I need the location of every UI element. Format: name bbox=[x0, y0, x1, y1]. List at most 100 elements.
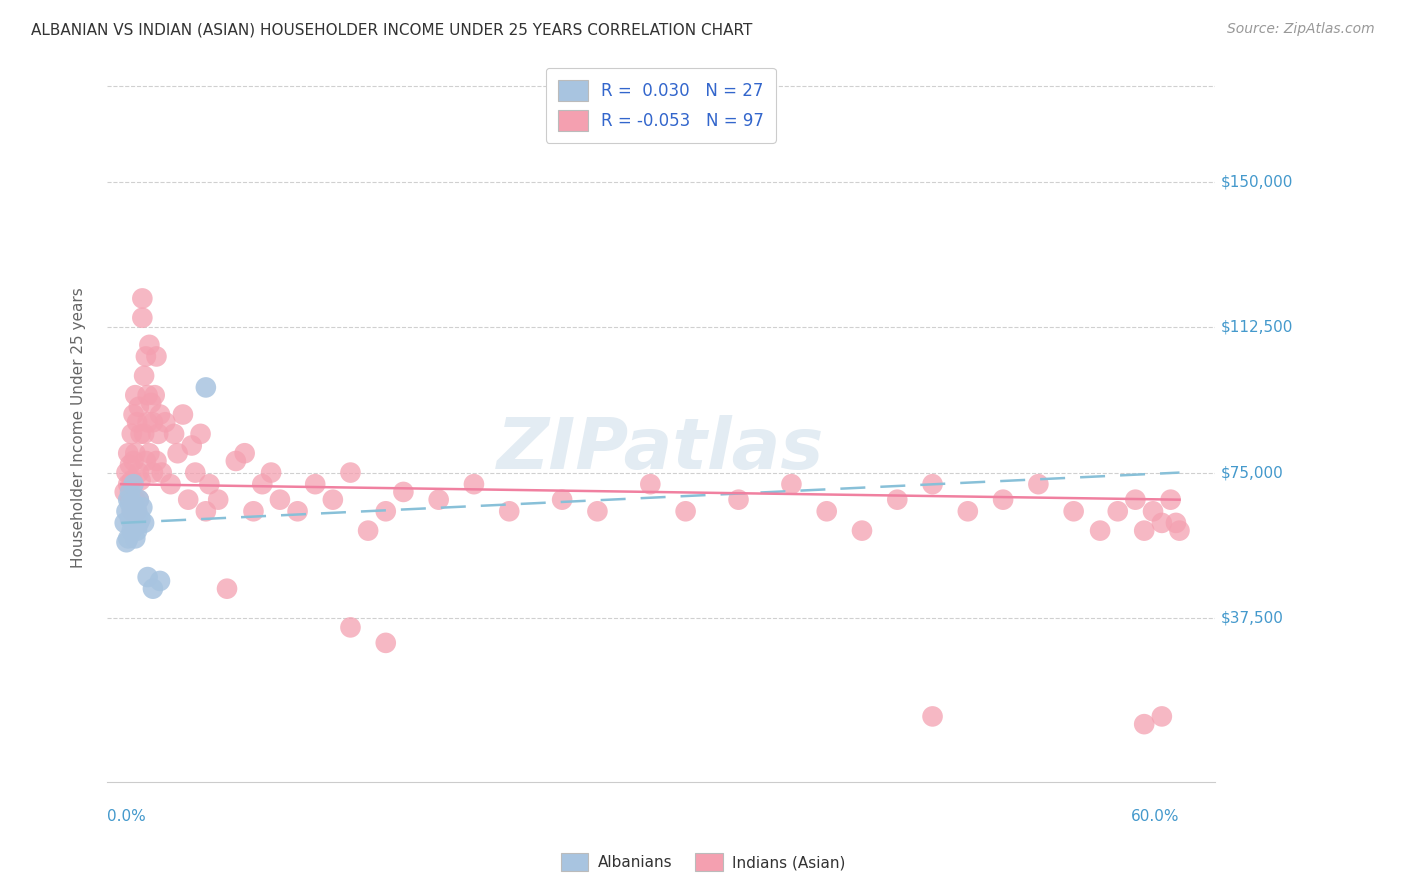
Point bbox=[149, 408, 172, 422]
Point bbox=[131, 500, 153, 515]
Point bbox=[640, 477, 662, 491]
Point bbox=[124, 500, 146, 515]
Point bbox=[1142, 504, 1164, 518]
Point bbox=[122, 497, 145, 511]
Point bbox=[287, 504, 309, 518]
Point bbox=[118, 458, 141, 472]
Point bbox=[145, 350, 167, 364]
Point bbox=[150, 466, 173, 480]
Point bbox=[145, 454, 167, 468]
Point bbox=[121, 426, 143, 441]
Text: 0.0%: 0.0% bbox=[107, 809, 146, 824]
Point bbox=[956, 504, 979, 518]
Point bbox=[136, 415, 159, 429]
Point bbox=[117, 492, 139, 507]
Point bbox=[190, 426, 212, 441]
Text: $112,500: $112,500 bbox=[1220, 320, 1292, 334]
Point bbox=[118, 484, 141, 499]
Point bbox=[141, 396, 163, 410]
Point bbox=[304, 477, 326, 491]
Point bbox=[143, 388, 166, 402]
Point bbox=[142, 582, 165, 596]
Point bbox=[463, 477, 485, 491]
Point bbox=[124, 446, 146, 460]
Point bbox=[124, 532, 146, 546]
Point bbox=[124, 388, 146, 402]
Text: $150,000: $150,000 bbox=[1220, 175, 1292, 190]
Point bbox=[163, 426, 186, 441]
Point bbox=[215, 582, 238, 596]
Point bbox=[233, 446, 256, 460]
Point bbox=[207, 492, 229, 507]
Point bbox=[1028, 477, 1050, 491]
Point bbox=[242, 504, 264, 518]
Point bbox=[132, 426, 155, 441]
Point bbox=[135, 454, 157, 468]
Point bbox=[135, 350, 157, 364]
Point bbox=[115, 535, 138, 549]
Point bbox=[172, 408, 194, 422]
Point bbox=[184, 466, 207, 480]
Text: $37,500: $37,500 bbox=[1220, 610, 1284, 625]
Point bbox=[117, 532, 139, 546]
Point bbox=[1133, 717, 1156, 731]
Point bbox=[1133, 524, 1156, 538]
Point bbox=[586, 504, 609, 518]
Point bbox=[128, 516, 150, 530]
Point bbox=[117, 446, 139, 460]
Point bbox=[374, 504, 396, 518]
Text: 60.0%: 60.0% bbox=[1130, 809, 1180, 824]
Point bbox=[125, 504, 148, 518]
Point bbox=[921, 709, 943, 723]
Text: ZIPatlas: ZIPatlas bbox=[498, 415, 824, 483]
Point bbox=[128, 492, 150, 507]
Point bbox=[138, 338, 160, 352]
Point bbox=[136, 570, 159, 584]
Point bbox=[1168, 524, 1191, 538]
Point bbox=[121, 504, 143, 518]
Point bbox=[118, 512, 141, 526]
Point bbox=[128, 492, 150, 507]
Point bbox=[136, 388, 159, 402]
Point bbox=[142, 415, 165, 429]
Point bbox=[551, 492, 574, 507]
Point bbox=[128, 466, 150, 480]
Point bbox=[339, 620, 361, 634]
Point bbox=[1107, 504, 1129, 518]
Point bbox=[921, 477, 943, 491]
Point bbox=[125, 415, 148, 429]
Point bbox=[131, 292, 153, 306]
Point bbox=[122, 477, 145, 491]
Point bbox=[117, 477, 139, 491]
Point bbox=[124, 492, 146, 507]
Point bbox=[727, 492, 749, 507]
Text: Source: ZipAtlas.com: Source: ZipAtlas.com bbox=[1227, 22, 1375, 37]
Point bbox=[1150, 709, 1173, 723]
Point bbox=[115, 504, 138, 518]
Point bbox=[114, 516, 136, 530]
Point bbox=[1150, 516, 1173, 530]
Point bbox=[780, 477, 803, 491]
Point bbox=[121, 524, 143, 538]
Point bbox=[225, 454, 247, 468]
Legend: R =  0.030   N = 27, R = -0.053   N = 97: R = 0.030 N = 27, R = -0.053 N = 97 bbox=[546, 68, 776, 143]
Point bbox=[155, 415, 177, 429]
Point bbox=[122, 454, 145, 468]
Point bbox=[392, 484, 415, 499]
Point bbox=[115, 466, 138, 480]
Text: ALBANIAN VS INDIAN (ASIAN) HOUSEHOLDER INCOME UNDER 25 YEARS CORRELATION CHART: ALBANIAN VS INDIAN (ASIAN) HOUSEHOLDER I… bbox=[31, 22, 752, 37]
Point bbox=[1160, 492, 1182, 507]
Point bbox=[675, 504, 697, 518]
Point bbox=[128, 400, 150, 414]
Point bbox=[427, 492, 450, 507]
Point bbox=[118, 492, 141, 507]
Point bbox=[124, 512, 146, 526]
Point bbox=[1088, 524, 1111, 538]
Point bbox=[148, 426, 170, 441]
Point bbox=[114, 484, 136, 499]
Point bbox=[886, 492, 908, 507]
Point bbox=[198, 477, 221, 491]
Point bbox=[129, 512, 152, 526]
Point bbox=[122, 516, 145, 530]
Point bbox=[269, 492, 291, 507]
